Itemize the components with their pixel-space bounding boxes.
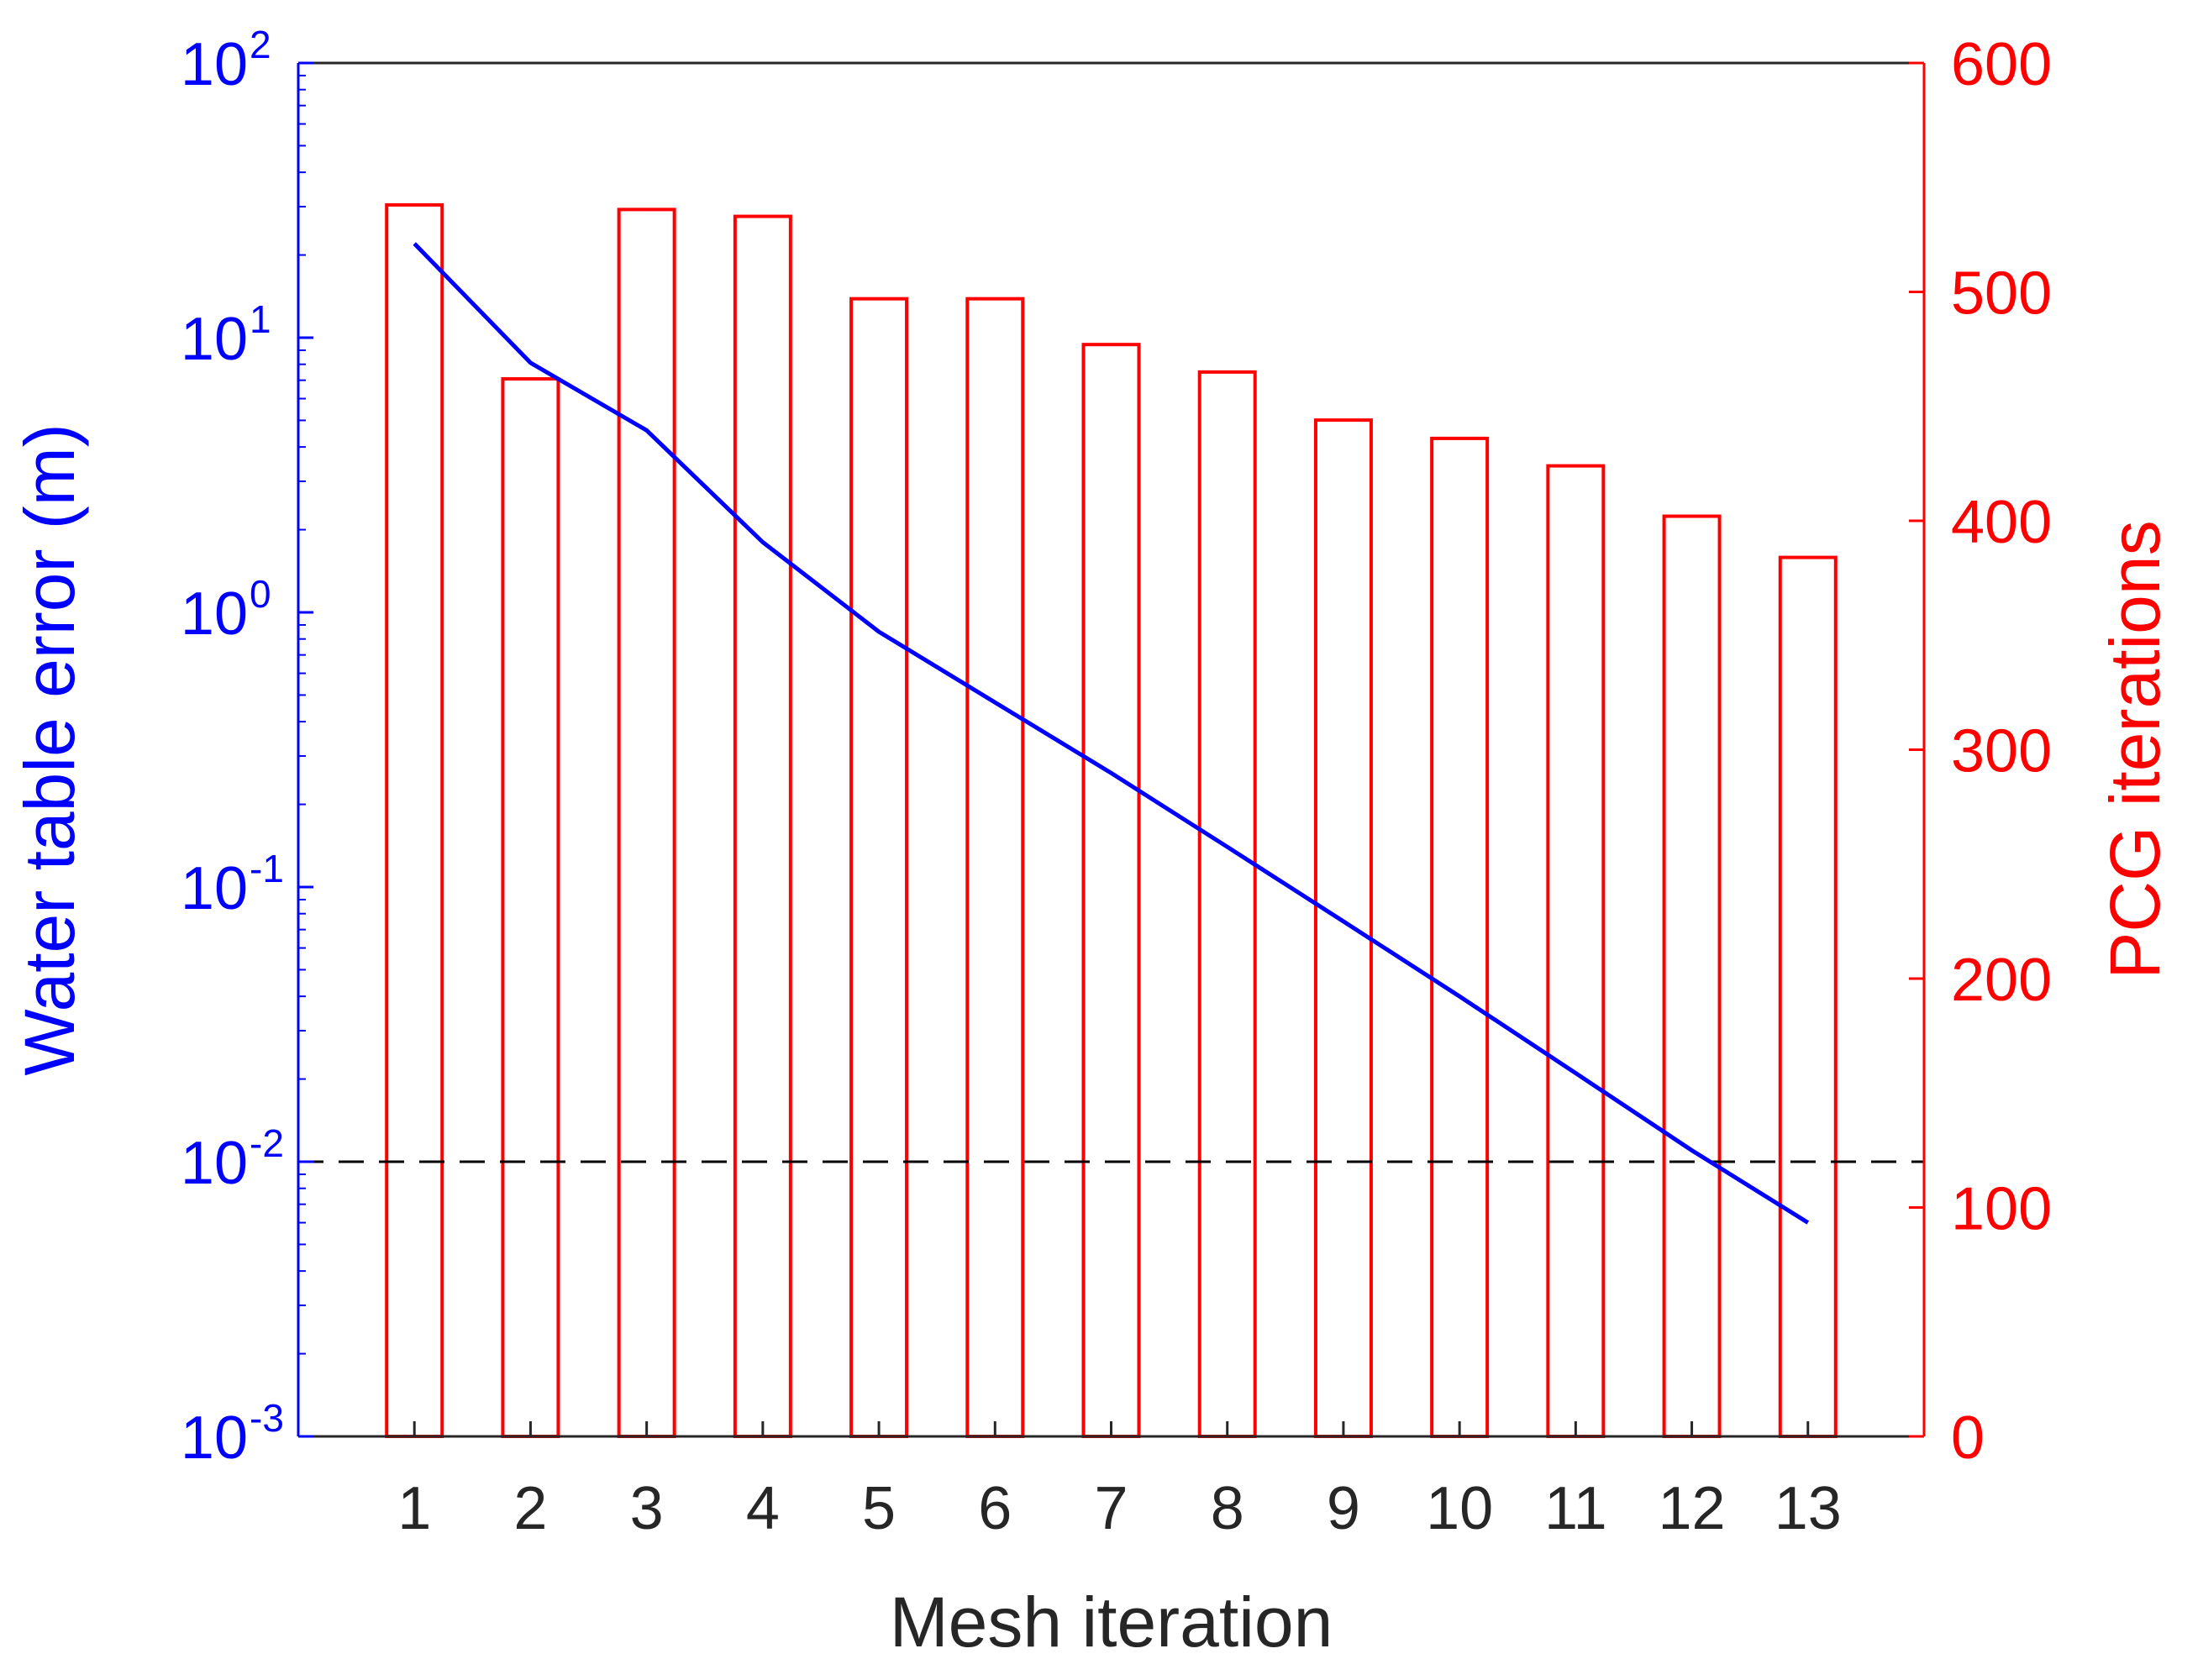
x-tick-label: 7 bbox=[1094, 1475, 1128, 1542]
left-tick-exponent: 2 bbox=[250, 23, 271, 66]
bar bbox=[965, 297, 1025, 1438]
left-tick-label: 10 bbox=[181, 306, 248, 373]
bar bbox=[1546, 464, 1606, 1438]
axis-titles: Mesh iteration Water table error (m) PCG… bbox=[10, 423, 2174, 1662]
x-tick-label: 8 bbox=[1211, 1475, 1244, 1542]
line-series bbox=[413, 242, 1810, 1225]
bar bbox=[1197, 370, 1257, 1438]
right-tick-label: 300 bbox=[1951, 718, 2052, 785]
error-line bbox=[413, 242, 1810, 1225]
bar bbox=[501, 377, 560, 1438]
right-tick-label: 500 bbox=[1951, 260, 2052, 328]
left-tick-exponent: -1 bbox=[250, 847, 284, 890]
x-tick-label: 4 bbox=[746, 1475, 780, 1542]
right-tick-label: 600 bbox=[1951, 31, 2052, 98]
left-tick-label: 10 bbox=[181, 1404, 248, 1472]
left-tick-label: 10 bbox=[181, 855, 248, 922]
bar bbox=[1430, 436, 1490, 1438]
bar bbox=[1778, 555, 1838, 1438]
bar bbox=[1662, 514, 1722, 1438]
right-tick-label: 200 bbox=[1951, 947, 2052, 1014]
x-tick-label: 6 bbox=[978, 1475, 1012, 1542]
right-tick-label: 100 bbox=[1951, 1176, 2052, 1243]
x-tick-label: 12 bbox=[1659, 1475, 1726, 1542]
x-tick-label: 5 bbox=[862, 1475, 896, 1542]
left-tick-exponent: 0 bbox=[250, 572, 271, 616]
left-tick-exponent: 1 bbox=[250, 297, 271, 341]
bar bbox=[1313, 418, 1373, 1439]
x-tick-label: 2 bbox=[513, 1475, 547, 1542]
x-tick-label: 9 bbox=[1327, 1475, 1360, 1542]
x-tick-label: 3 bbox=[630, 1475, 664, 1542]
x-axis-title: Mesh iteration bbox=[890, 1583, 1333, 1662]
bar-series bbox=[385, 202, 1838, 1439]
right-tick-label: 0 bbox=[1951, 1404, 1985, 1472]
bar bbox=[1081, 343, 1141, 1438]
left-tick-label: 10 bbox=[181, 580, 248, 648]
bar bbox=[849, 297, 909, 1438]
left-tick-label: 10 bbox=[181, 1130, 248, 1197]
left-axis-title: Water table error (m) bbox=[10, 423, 89, 1075]
bar bbox=[385, 202, 444, 1439]
bar bbox=[617, 207, 676, 1438]
right-tick-label: 400 bbox=[1951, 489, 2052, 556]
bar bbox=[733, 214, 792, 1439]
right-axis-title: PCG iterations bbox=[2095, 520, 2174, 979]
left-tick-exponent: -3 bbox=[250, 1396, 284, 1440]
x-tick-label: 1 bbox=[397, 1475, 431, 1542]
x-tick-label: 11 bbox=[1544, 1475, 1607, 1542]
left-tick-exponent: -2 bbox=[250, 1121, 284, 1165]
x-tick-label: 10 bbox=[1426, 1475, 1493, 1542]
x-tick-label: 13 bbox=[1774, 1475, 1842, 1542]
left-tick-label: 10 bbox=[181, 31, 248, 98]
